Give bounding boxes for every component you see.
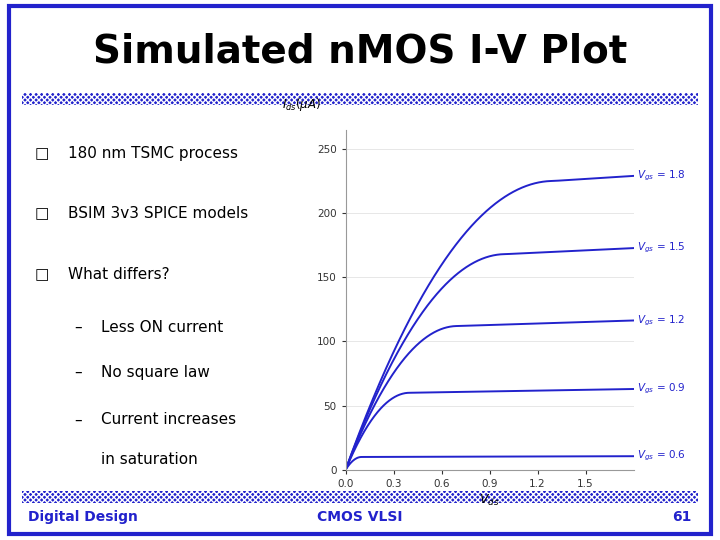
Text: $V_{gs}$ = 1.5: $V_{gs}$ = 1.5 xyxy=(636,241,685,255)
Text: □: □ xyxy=(35,146,49,161)
Text: Digital Design: Digital Design xyxy=(28,510,138,524)
Text: 61: 61 xyxy=(672,510,692,524)
Text: Less ON current: Less ON current xyxy=(102,320,224,335)
Text: –: – xyxy=(74,413,82,427)
Text: No square law: No square law xyxy=(102,365,210,380)
Text: $I_{ds}(\mu A)$: $I_{ds}(\mu A)$ xyxy=(282,96,321,113)
Text: What differs?: What differs? xyxy=(68,267,170,282)
Text: $V_{gs}$ = 1.8: $V_{gs}$ = 1.8 xyxy=(636,168,685,183)
Text: BSIM 3v3 SPICE models: BSIM 3v3 SPICE models xyxy=(68,206,248,221)
Text: Simulated nMOS I-V Plot: Simulated nMOS I-V Plot xyxy=(93,32,627,70)
Text: $V_{gs}$ = 1.2: $V_{gs}$ = 1.2 xyxy=(636,313,685,328)
Text: –: – xyxy=(74,320,82,335)
Text: □: □ xyxy=(35,267,49,282)
Text: $V_{gs}$ = 0.9: $V_{gs}$ = 0.9 xyxy=(636,382,685,396)
Text: $V_{gs}$ = 0.6: $V_{gs}$ = 0.6 xyxy=(636,449,685,463)
Text: □: □ xyxy=(35,206,49,221)
X-axis label: $V_{ds}$: $V_{ds}$ xyxy=(480,493,500,508)
Text: 180 nm TSMC process: 180 nm TSMC process xyxy=(68,146,238,161)
Text: Current increases: Current increases xyxy=(102,413,236,427)
Text: –: – xyxy=(74,365,82,380)
Text: CMOS VLSI: CMOS VLSI xyxy=(318,510,402,524)
Text: in saturation: in saturation xyxy=(102,452,198,467)
